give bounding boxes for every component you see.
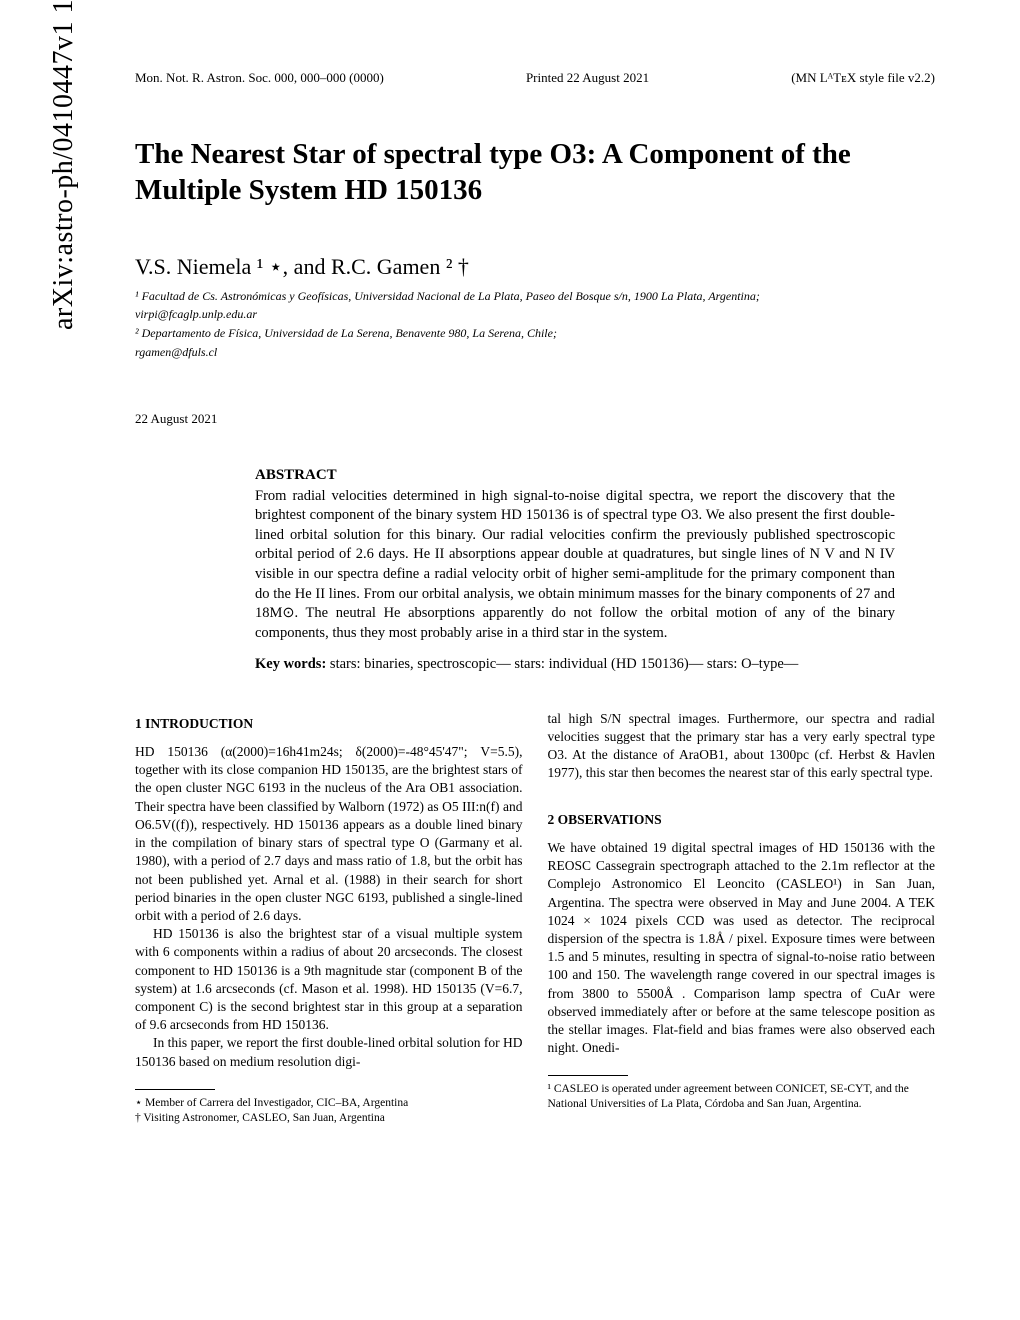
section-1-heading: 1 INTRODUCTION (135, 715, 523, 733)
footnote-rule-right (548, 1075, 628, 1076)
intro-para-2: HD 150136 is also the brightest star of … (135, 925, 523, 1034)
abstract-block: ABSTRACT From radial velocities determin… (255, 467, 895, 675)
affiliation-1: ¹ Facultad de Cs. Astronómicas y Geofísi… (135, 288, 935, 305)
body-columns: 1 INTRODUCTION HD 150136 (α(2000)=16h41m… (135, 710, 935, 1126)
obs-para-1: We have obtained 19 digital spectral ima… (548, 839, 936, 1058)
style-file: (MN LᴬTᴇX style file v2.2) (791, 70, 935, 86)
keywords-text: stars: binaries, spectroscopic— stars: i… (326, 656, 798, 672)
email-2: rgamen@dfuls.cl (135, 344, 935, 361)
footnote-dagger: † Visiting Astronomer, CASLEO, San Juan,… (135, 1111, 523, 1126)
footnote-star: ⋆ Member of Carrera del Investigador, CI… (135, 1096, 523, 1111)
abstract-text: From radial velocities determined in hig… (255, 487, 895, 644)
affiliation-2: ² Departamento de Física, Universidad de… (135, 325, 935, 342)
footnote-rule-left (135, 1089, 215, 1090)
print-date: Printed 22 August 2021 (526, 70, 649, 86)
running-header: Mon. Not. R. Astron. Soc. 000, 000–000 (… (135, 70, 935, 86)
right-column: tal high S/N spectral images. Furthermor… (548, 710, 936, 1126)
section-2-heading: 2 OBSERVATIONS (548, 811, 936, 829)
page-content: Mon. Not. R. Astron. Soc. 000, 000–000 (… (0, 0, 1020, 1166)
left-column: 1 INTRODUCTION HD 150136 (α(2000)=16h41m… (135, 710, 523, 1126)
footnote-casleo: ¹ CASLEO is operated under agreement bet… (548, 1082, 936, 1112)
keywords: Key words: stars: binaries, spectroscopi… (255, 655, 895, 675)
journal-ref: Mon. Not. R. Astron. Soc. 000, 000–000 (… (135, 70, 384, 86)
paper-title: The Nearest Star of spectral type O3: A … (135, 136, 935, 209)
intro-para-3: In this paper, we report the first doubl… (135, 1034, 523, 1070)
author-list: V.S. Niemela ¹ ⋆, and R.C. Gamen ² † (135, 254, 935, 280)
email-1: virpi@fcaglp.unlp.edu.ar (135, 306, 935, 323)
abstract-heading: ABSTRACT (255, 467, 895, 484)
intro-continuation: tal high S/N spectral images. Furthermor… (548, 710, 936, 783)
manuscript-date: 22 August 2021 (135, 411, 935, 427)
intro-para-1: HD 150136 (α(2000)=16h41m24s; δ(2000)=-4… (135, 743, 523, 925)
keywords-label: Key words: (255, 656, 326, 672)
